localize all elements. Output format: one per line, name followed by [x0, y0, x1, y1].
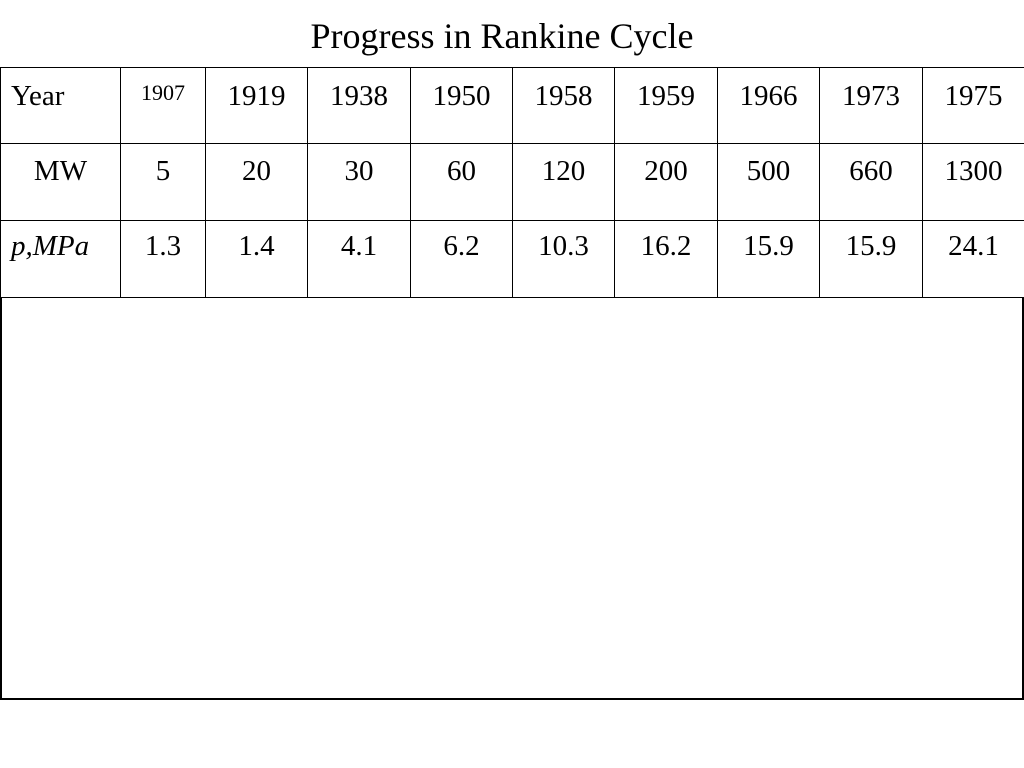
table-cell: 1.4 [205, 220, 308, 298]
table-cell: 15.9 [717, 220, 820, 298]
row-header-pressure: p,MPa [0, 220, 121, 298]
empty-content-box [0, 297, 1024, 700]
table-row-mw: MW 5 20 30 60 120 200 500 660 1300 [0, 143, 1024, 221]
table-cell: 10.3 [512, 220, 615, 298]
slide-title: Progress in Rankine Cycle [310, 16, 694, 56]
table-cell: 1.3 [120, 220, 206, 298]
table-cell: 1938 [307, 67, 411, 144]
table-cell: 5 [120, 143, 206, 221]
table-cell: 1966 [717, 67, 820, 144]
table-cell: 1958 [512, 67, 615, 144]
table-cell: 1973 [819, 67, 923, 144]
table-cell: 1300 [922, 143, 1024, 221]
table-cell: 6.2 [410, 220, 513, 298]
row-header-year: Year [0, 67, 121, 144]
table-cell: 500 [717, 143, 820, 221]
table-cell: 1919 [205, 67, 308, 144]
table-cell: 15.9 [819, 220, 923, 298]
table-row-pressure: p,MPa 1.3 1.4 4.1 6.2 10.3 16.2 15.9 15.… [0, 220, 1024, 298]
table-cell: 1907 [120, 67, 206, 144]
table-cell: 60 [410, 143, 513, 221]
table-cell: 4.1 [307, 220, 411, 298]
table-cell: 20 [205, 143, 308, 221]
table-cell: 200 [614, 143, 718, 221]
table-cell: 1975 [922, 67, 1024, 144]
table-cell: 16.2 [614, 220, 718, 298]
row-header-mw: MW [0, 143, 121, 221]
table-cell: 30 [307, 143, 411, 221]
table-cell: 1950 [410, 67, 513, 144]
table-cell: 120 [512, 143, 615, 221]
rankine-progress-table: Year 1907 1919 1938 1950 1958 1959 1966 … [0, 67, 1024, 298]
table-cell: 660 [819, 143, 923, 221]
table-cell: 1959 [614, 67, 718, 144]
table-row-year: Year 1907 1919 1938 1950 1958 1959 1966 … [0, 67, 1024, 144]
table-cell: 24.1 [922, 220, 1024, 298]
